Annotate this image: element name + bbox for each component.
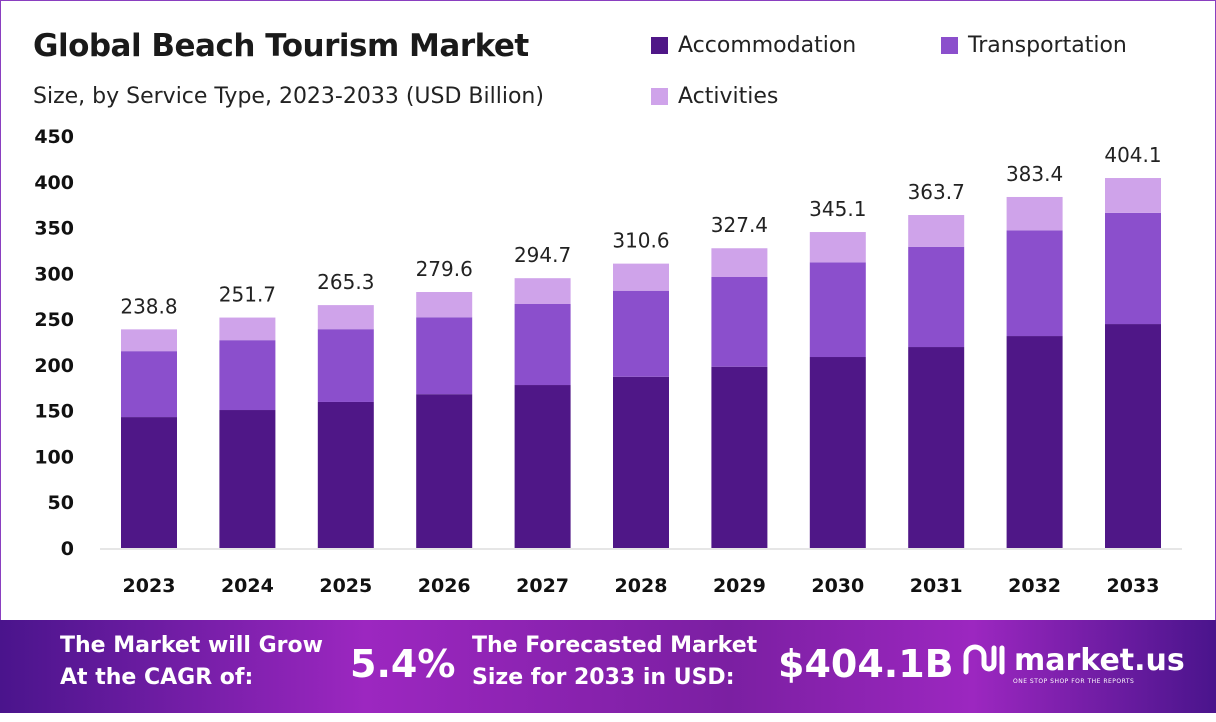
y-tick-label: 50 bbox=[48, 492, 74, 514]
cagr-label-line2: At the CAGR of: bbox=[60, 665, 254, 690]
bar-segment-accommodation-2029 bbox=[711, 366, 768, 548]
bar-segment-activities-2031 bbox=[908, 215, 965, 247]
legend-swatch bbox=[651, 88, 668, 105]
y-tick-label: 450 bbox=[34, 126, 74, 148]
bar-segment-activities-2025 bbox=[317, 305, 374, 330]
bar-segment-accommodation-2026 bbox=[416, 394, 473, 548]
x-tick-label: 2025 bbox=[319, 575, 372, 597]
brand-logo: market.us bbox=[962, 642, 1185, 678]
bar-segment-accommodation-2024 bbox=[219, 410, 276, 548]
total-label-2033: 404.1 bbox=[1104, 143, 1161, 167]
bar-segment-activities-2033 bbox=[1105, 178, 1161, 213]
total-label-2031: 363.7 bbox=[908, 180, 965, 204]
summary-banner: The Market will Grow At the CAGR of: 5.4… bbox=[0, 620, 1216, 713]
bar-segment-accommodation-2028 bbox=[613, 376, 669, 548]
x-tick-label: 2032 bbox=[1008, 575, 1061, 597]
bar-segment-accommodation-2025 bbox=[317, 401, 374, 548]
legend-activities: Activities bbox=[651, 84, 778, 109]
bar-segment-transportation-2030 bbox=[809, 262, 866, 358]
x-tick-label: 2023 bbox=[123, 575, 176, 597]
forecast-label-line2: Size for 2033 in USD: bbox=[472, 665, 735, 690]
bar-segment-activities-2024 bbox=[219, 317, 276, 341]
x-tick-label: 2031 bbox=[910, 575, 963, 597]
brand-tagline: ONE STOP SHOP FOR THE REPORTS bbox=[1013, 678, 1135, 685]
chart-title: Global Beach Tourism Market bbox=[33, 28, 529, 64]
x-tick-label: 2026 bbox=[418, 575, 471, 597]
bar-segment-accommodation-2027 bbox=[514, 385, 571, 548]
x-tick-label: 2029 bbox=[713, 575, 766, 597]
forecast-label: The Forecasted Market Size for 2033 in U… bbox=[472, 630, 757, 694]
y-tick-label: 300 bbox=[34, 263, 74, 285]
total-label-2025: 265.3 bbox=[317, 270, 374, 294]
y-tick-label: 0 bbox=[61, 538, 74, 560]
bar-segment-activities-2027 bbox=[514, 278, 571, 305]
total-label-2032: 383.4 bbox=[1006, 162, 1063, 186]
legend-label: Accommodation bbox=[678, 33, 857, 58]
y-tick-label: 250 bbox=[34, 309, 74, 331]
total-label-2023: 238.8 bbox=[120, 294, 177, 318]
bar-segment-transportation-2027 bbox=[514, 304, 571, 386]
cagr-value: 5.4% bbox=[350, 642, 456, 686]
total-label-2026: 279.6 bbox=[416, 257, 473, 281]
chart-subtitle: Size, by Service Type, 2023-2033 (USD Bi… bbox=[33, 84, 544, 109]
chart-plot: 0 50 100 150 200 250 300 350 400 450 238.8 2023 251.… bbox=[34, 126, 1182, 597]
total-label-2029: 327.4 bbox=[711, 213, 768, 237]
bar-segment-accommodation-2023 bbox=[121, 417, 177, 548]
forecast-label-line1: The Forecasted Market bbox=[472, 633, 758, 658]
cagr-label-line1: The Market will Grow bbox=[60, 633, 323, 658]
bar-segment-accommodation-2032 bbox=[1006, 336, 1063, 548]
bar-segment-transportation-2025 bbox=[317, 329, 374, 402]
x-tick-label: 2027 bbox=[516, 575, 569, 597]
forecast-value: $404.1B bbox=[778, 642, 954, 686]
bar-segment-transportation-2033 bbox=[1105, 212, 1161, 325]
x-tick-label: 2033 bbox=[1107, 575, 1160, 597]
legend-transportation: Transportation bbox=[941, 33, 1127, 58]
cagr-label: The Market will Grow At the CAGR of: bbox=[60, 630, 323, 694]
y-tick-label: 200 bbox=[34, 355, 74, 377]
legend-accommodation: Accommodation bbox=[651, 33, 856, 58]
x-tick-label: 2028 bbox=[615, 575, 668, 597]
bar-segment-transportation-2026 bbox=[416, 317, 473, 395]
bar-segment-activities-2029 bbox=[711, 248, 768, 277]
brand-name: market.us bbox=[1014, 642, 1185, 678]
bar-segment-accommodation-2031 bbox=[908, 347, 965, 548]
bar-segment-transportation-2031 bbox=[908, 246, 965, 348]
total-label-2028: 310.6 bbox=[612, 229, 669, 253]
legend-swatch bbox=[941, 37, 958, 54]
bar-segment-activities-2023 bbox=[121, 329, 177, 352]
bar-segment-activities-2030 bbox=[809, 232, 866, 263]
y-tick-label: 350 bbox=[34, 218, 74, 240]
bar-segment-accommodation-2033 bbox=[1105, 324, 1161, 548]
legend-label: Transportation bbox=[968, 33, 1127, 58]
bar-segment-transportation-2024 bbox=[219, 340, 276, 411]
legend-label: Activities bbox=[678, 84, 779, 109]
bar-segment-activities-2032 bbox=[1006, 196, 1063, 231]
total-label-2030: 345.1 bbox=[809, 197, 866, 221]
total-label-2027: 294.7 bbox=[514, 243, 571, 267]
y-tick-label: 400 bbox=[34, 172, 74, 194]
legend-swatch bbox=[651, 37, 668, 54]
bar-segment-transportation-2028 bbox=[613, 290, 669, 377]
bar-segment-transportation-2023 bbox=[121, 351, 177, 418]
bar-segment-activities-2028 bbox=[613, 263, 669, 291]
logo-mark-icon bbox=[963, 644, 1005, 675]
total-label-2024: 251.7 bbox=[219, 283, 276, 307]
bar-segment-accommodation-2030 bbox=[809, 357, 866, 548]
bar-segment-transportation-2029 bbox=[711, 276, 768, 367]
y-tick-label: 150 bbox=[34, 401, 74, 423]
y-tick-label: 100 bbox=[34, 446, 74, 468]
bar-segment-transportation-2032 bbox=[1006, 230, 1063, 337]
x-tick-label: 2024 bbox=[221, 575, 274, 597]
bar-segment-activities-2026 bbox=[416, 292, 473, 318]
x-tick-label: 2030 bbox=[811, 575, 864, 597]
